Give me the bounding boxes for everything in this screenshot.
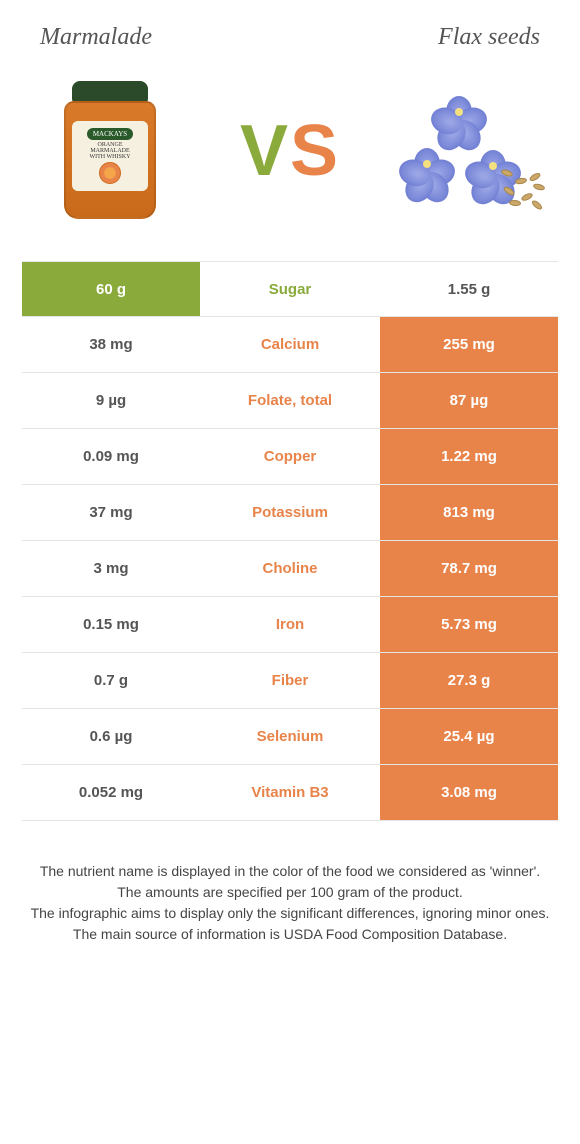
right-value: 25.4 µg (380, 709, 558, 764)
nutrient-name: Vitamin B3 (200, 765, 380, 820)
flax-image (380, 71, 560, 231)
table-row: 38 mgCalcium255 mg (22, 317, 558, 373)
vs-label: VS (240, 110, 340, 192)
table-row: 37 mgPotassium813 mg (22, 485, 558, 541)
footnotes: The nutrient name is displayed in the co… (0, 821, 580, 945)
table-row: 60 gSugar1.55 g (22, 261, 558, 317)
left-value: 0.052 mg (22, 765, 200, 820)
orange-slice-icon (99, 162, 121, 184)
left-food-title: Marmalade (40, 24, 152, 51)
nutrient-name: Selenium (200, 709, 380, 764)
vs-s: S (290, 111, 340, 191)
left-value: 0.6 µg (22, 709, 200, 764)
nutrient-name: Sugar (200, 262, 380, 316)
right-value: 3.08 mg (380, 765, 558, 820)
table-row: 0.15 mgIron5.73 mg (22, 597, 558, 653)
table-row: 0.09 mgCopper1.22 mg (22, 429, 558, 485)
marmalade-image: MACKAYS ORANGE MARMALADE WITH WHISKY (20, 71, 200, 231)
table-row: 3 mgCholine78.7 mg (22, 541, 558, 597)
nutrient-name: Choline (200, 541, 380, 596)
nutrient-name: Folate, total (200, 373, 380, 428)
images-row: MACKAYS ORANGE MARMALADE WITH WHISKY VS (0, 61, 580, 251)
right-value: 5.73 mg (380, 597, 558, 652)
footnote-line: The infographic aims to display only the… (28, 903, 552, 924)
vs-v: V (240, 111, 290, 191)
left-value: 9 µg (22, 373, 200, 428)
right-food-title: Flax seeds (438, 24, 540, 51)
nutrient-name: Potassium (200, 485, 380, 540)
left-value: 0.09 mg (22, 429, 200, 484)
jar-brand: MACKAYS (87, 128, 133, 140)
left-value: 38 mg (22, 317, 200, 372)
table-row: 0.7 gFiber27.3 g (22, 653, 558, 709)
nutrient-name: Fiber (200, 653, 380, 708)
right-value: 813 mg (380, 485, 558, 540)
table-row: 0.6 µgSelenium25.4 µg (22, 709, 558, 765)
footnote-line: The amounts are specified per 100 gram o… (28, 882, 552, 903)
seeds-icon (495, 166, 565, 216)
footnote-line: The main source of information is USDA F… (28, 924, 552, 945)
nutrient-table: 60 gSugar1.55 g38 mgCalcium255 mg9 µgFol… (22, 261, 558, 821)
right-value: 78.7 mg (380, 541, 558, 596)
left-value: 37 mg (22, 485, 200, 540)
left-value: 60 g (22, 262, 200, 316)
left-value: 0.15 mg (22, 597, 200, 652)
table-row: 0.052 mgVitamin B33.08 mg (22, 765, 558, 821)
nutrient-name: Iron (200, 597, 380, 652)
jar-line3: WITH WHISKY (89, 154, 130, 160)
right-value: 27.3 g (380, 653, 558, 708)
table-row: 9 µgFolate, total87 µg (22, 373, 558, 429)
right-value: 87 µg (380, 373, 558, 428)
jar-icon: MACKAYS ORANGE MARMALADE WITH WHISKY (60, 81, 160, 221)
left-value: 0.7 g (22, 653, 200, 708)
right-value: 1.55 g (380, 262, 558, 316)
left-value: 3 mg (22, 541, 200, 596)
right-value: 255 mg (380, 317, 558, 372)
nutrient-name: Copper (200, 429, 380, 484)
flax-icon (385, 76, 555, 226)
right-value: 1.22 mg (380, 429, 558, 484)
footnote-line: The nutrient name is displayed in the co… (28, 861, 552, 882)
nutrient-name: Calcium (200, 317, 380, 372)
header: Marmalade Flax seeds (0, 0, 580, 61)
